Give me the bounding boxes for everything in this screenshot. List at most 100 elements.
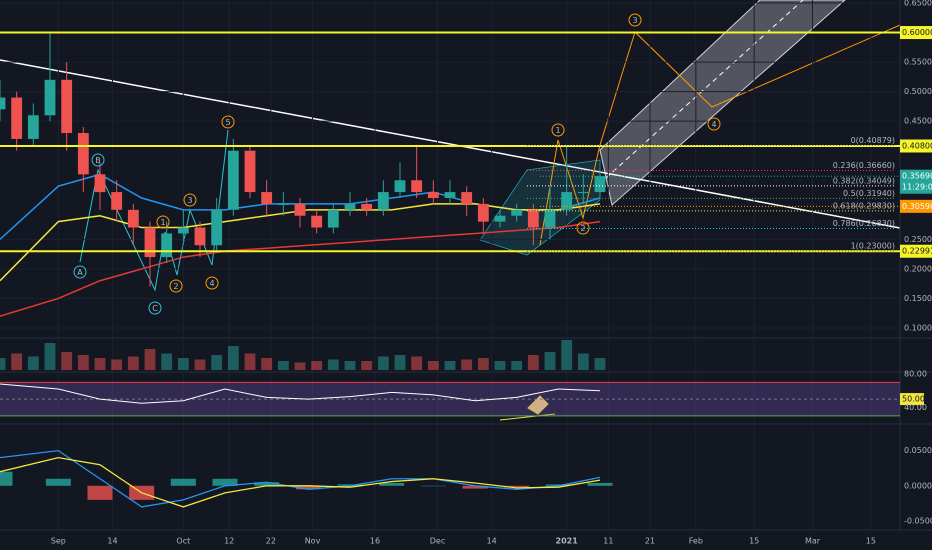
fib-label: 0(0.40879) — [851, 136, 895, 145]
wave-label-circle — [73, 265, 87, 279]
volume-bar — [411, 356, 423, 370]
countdown: 11:29:02 — [902, 183, 932, 192]
candle-body — [244, 150, 256, 193]
rsi-tag-label: 50.00 — [902, 395, 925, 404]
wave-label-circle — [576, 221, 590, 235]
candle-body — [144, 227, 156, 258]
x-tick-label: 15 — [866, 537, 876, 546]
volume-bar — [394, 355, 406, 370]
wave-label-circle — [91, 153, 105, 167]
volume-bar — [44, 343, 56, 370]
volume-bar — [244, 353, 256, 370]
wave-label-circle — [707, 117, 721, 131]
macd-histogram-bar — [0, 471, 13, 486]
volume-bar — [377, 356, 389, 370]
candle-body — [11, 97, 23, 139]
rsi-tick-label: 40.00 — [904, 403, 927, 412]
trendline — [0, 59, 901, 229]
volume-bar — [494, 361, 506, 370]
volume-bar — [327, 359, 339, 370]
rsi-line — [0, 383, 601, 404]
wave-label-circle — [551, 123, 565, 137]
wave-label-circle — [156, 215, 170, 229]
candle-body — [394, 180, 406, 193]
candle-body — [227, 150, 239, 210]
volume-bar — [561, 340, 573, 370]
volume-bar — [94, 358, 106, 370]
price-tag-label: 0.60000 — [902, 28, 932, 37]
candle-body — [444, 192, 456, 198]
candle-body — [294, 203, 306, 216]
price-tag — [900, 139, 932, 153]
volume-bar — [194, 359, 206, 370]
volume-bar — [594, 358, 606, 370]
candle-body — [111, 192, 123, 210]
candle-body — [544, 209, 556, 228]
wave-label-circle — [148, 301, 162, 315]
x-tick-label: Sep — [51, 537, 66, 546]
candle-body — [477, 203, 489, 222]
candle-body — [94, 174, 106, 193]
volume-bar — [361, 361, 373, 370]
macd-histogram-bar — [420, 485, 446, 487]
volume-bar — [511, 361, 523, 370]
wave-label: 2 — [173, 282, 178, 291]
candle-body — [377, 192, 389, 210]
candle-body — [44, 79, 56, 116]
price-tag — [900, 244, 932, 258]
macd-histogram-bar — [504, 485, 530, 488]
macd-histogram-bar — [87, 485, 113, 500]
candle-body — [0, 97, 6, 110]
volume-bar — [127, 356, 139, 370]
candle-body — [77, 133, 89, 175]
price-tag — [900, 199, 932, 213]
macd-line — [0, 449, 601, 508]
macd-histogram-bar — [337, 484, 363, 486]
volume-bar — [0, 358, 6, 370]
fib-label: 0.236(0.36660) — [833, 161, 895, 170]
wave-label: 3 — [187, 196, 192, 205]
fib-label: 0.382(0.34049) — [833, 176, 895, 185]
candle-body — [311, 215, 323, 228]
candle-body — [427, 192, 439, 198]
wave-label: 1 — [555, 126, 560, 135]
macd-histogram-bar — [295, 485, 321, 490]
price-tag-label: 0.30590 — [902, 202, 932, 211]
volume-bar — [261, 358, 273, 370]
candle-body — [494, 215, 506, 222]
volume-bar — [144, 349, 156, 370]
wave-label: 2 — [580, 224, 585, 233]
wave-label: 3 — [632, 16, 637, 25]
volume-bar — [444, 361, 456, 370]
candle-body — [327, 209, 339, 228]
candle-body — [127, 209, 139, 228]
rocket-icon — [499, 395, 556, 421]
x-tick-label: 12 — [224, 537, 234, 546]
rsi-tick-label: 80.00 — [904, 370, 927, 379]
candle-body — [27, 115, 39, 139]
candle-body — [361, 203, 373, 210]
volume-bar — [477, 358, 489, 370]
macd-histogram-bar — [545, 484, 571, 486]
candle-body — [411, 180, 423, 193]
volume-bar — [277, 361, 289, 370]
x-tick-label: Nov — [305, 537, 321, 546]
candle-body — [344, 203, 356, 210]
volume-bar — [111, 359, 123, 370]
x-tick-label: Feb — [689, 537, 703, 546]
fib-label: 0.786(0.26830) — [833, 219, 895, 228]
candle-body — [277, 203, 289, 205]
candle-body — [577, 192, 589, 194]
volume-bar — [227, 346, 239, 370]
candle-body — [177, 227, 189, 234]
volume-bar — [61, 352, 73, 370]
candle-body — [527, 209, 539, 228]
